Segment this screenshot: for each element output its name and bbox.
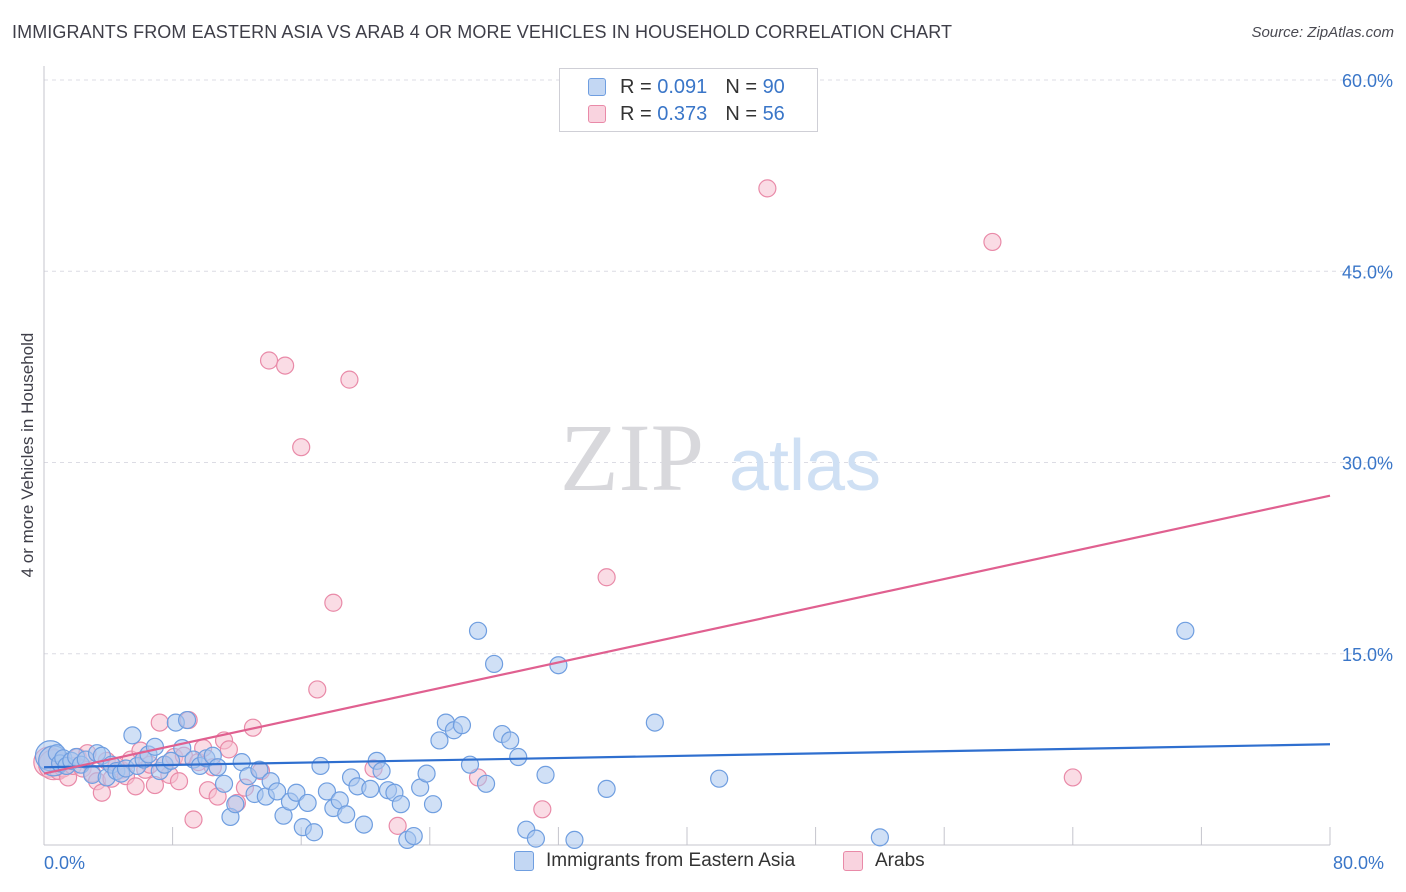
eastern-asia-point bbox=[287, 783, 306, 802]
eastern-asia-point bbox=[311, 756, 330, 776]
eastern-asia-point bbox=[485, 654, 504, 674]
legend-r-value-pink: 0.373 bbox=[657, 102, 708, 125]
stats-legend: R = 0.091 N = 90 R = 0.373 N = 56 bbox=[559, 68, 818, 132]
eastern-asia-point bbox=[645, 713, 664, 732]
eastern-asia-point bbox=[452, 716, 472, 735]
y-tick-label: 30.0% bbox=[1342, 454, 1393, 474]
arabs-point bbox=[388, 816, 407, 835]
trend-lines bbox=[43, 494, 1331, 775]
axes bbox=[43, 66, 1331, 846]
eastern-asia-point bbox=[549, 656, 568, 675]
series-legend: Immigrants from Eastern Asia Arabs bbox=[0, 850, 1406, 878]
legend-row-eastern-asia: R = 0.091 N = 90 bbox=[588, 74, 785, 100]
eastern-asia-point bbox=[145, 737, 165, 756]
y-tick-label: 15.0% bbox=[1342, 645, 1393, 665]
arabs-point bbox=[126, 777, 145, 796]
eastern-asia-point bbox=[391, 795, 410, 814]
legend-n-label: N = bbox=[725, 75, 757, 98]
series-arabs-points bbox=[33, 179, 1082, 835]
eastern-asia-point bbox=[536, 765, 555, 784]
arabs-point bbox=[219, 740, 238, 759]
legend-row-arabs: R = 0.373 N = 56 bbox=[588, 101, 785, 127]
y-tick-label: 60.0% bbox=[1342, 71, 1393, 91]
arabs-point bbox=[184, 810, 203, 829]
legend-n-label: N = bbox=[725, 102, 757, 125]
arabs-point bbox=[276, 356, 295, 375]
eastern-asia-point bbox=[423, 795, 443, 814]
y-tick-label: 45.0% bbox=[1342, 262, 1393, 282]
arabs-point bbox=[533, 800, 552, 819]
arabs-point bbox=[597, 568, 616, 587]
eastern-asia-point bbox=[267, 782, 287, 801]
eastern-asia-point bbox=[354, 815, 373, 834]
legend-n-value-blue: 90 bbox=[762, 75, 785, 98]
eastern-asia-point bbox=[123, 726, 142, 745]
arabs-point bbox=[1063, 768, 1082, 787]
eastern-asia-point bbox=[526, 829, 545, 848]
arabs-point bbox=[169, 772, 189, 791]
x-tick-label-min: 0.0% bbox=[44, 853, 86, 873]
eastern-asia-point bbox=[304, 823, 324, 842]
eastern-asia-point bbox=[177, 710, 197, 730]
eastern-asia-point bbox=[509, 747, 528, 767]
chart-title: IMMIGRANTS FROM EASTERN ASIA VS ARAB 4 O… bbox=[12, 22, 953, 42]
legend-r-value-blue: 0.091 bbox=[657, 75, 708, 98]
eastern-asia-point bbox=[468, 621, 488, 640]
eastern-asia-point bbox=[430, 731, 449, 750]
trend-line-arabs bbox=[43, 494, 1331, 775]
arabs-point bbox=[308, 680, 327, 699]
eastern-asia-point bbox=[597, 779, 616, 799]
series-eastern-asia-points bbox=[34, 621, 1195, 850]
eastern-asia-point bbox=[214, 774, 234, 793]
eastern-asia-point bbox=[226, 795, 245, 814]
eastern-asia-point bbox=[476, 774, 496, 793]
arabs-point bbox=[150, 713, 169, 732]
legend-swatch-blue bbox=[514, 851, 534, 871]
eastern-asia-point bbox=[417, 764, 436, 783]
eastern-asia-point bbox=[565, 830, 584, 850]
eastern-asia-point bbox=[298, 793, 317, 813]
arabs-point bbox=[292, 438, 311, 457]
legend-label-eastern-asia: Immigrants from Eastern Asia bbox=[546, 850, 796, 871]
eastern-asia-point bbox=[208, 758, 227, 777]
legend-swatch-blue bbox=[588, 78, 606, 96]
eastern-asia-point bbox=[710, 769, 729, 788]
arabs-point bbox=[324, 593, 343, 612]
arabs-point bbox=[259, 351, 279, 370]
eastern-asia-point bbox=[317, 782, 337, 801]
eastern-asia-point bbox=[404, 826, 423, 846]
arabs-point bbox=[340, 370, 359, 389]
eastern-asia-point bbox=[337, 805, 356, 824]
legend-r-label: R = bbox=[620, 102, 652, 125]
eastern-asia-point bbox=[1176, 621, 1195, 640]
legend-r-label: R = bbox=[620, 75, 652, 98]
arabs-point bbox=[758, 179, 777, 198]
legend-swatch-pink bbox=[588, 105, 606, 123]
eastern-asia-point bbox=[501, 731, 520, 750]
legend-n-value-pink: 56 bbox=[762, 102, 785, 125]
legend-swatch-pink bbox=[843, 851, 863, 871]
eastern-asia-point bbox=[870, 828, 890, 847]
arabs-point bbox=[983, 232, 1002, 252]
watermark-zip: ZIP bbox=[560, 404, 704, 511]
y-tick-labels: 15.0% 30.0% 45.0% 60.0% bbox=[1342, 71, 1393, 665]
eastern-asia-point bbox=[372, 761, 391, 781]
y-axis-label: 4 or more Vehicles in Household bbox=[18, 332, 37, 578]
watermark-atlas: atlas bbox=[729, 426, 881, 506]
eastern-asia-point bbox=[361, 779, 380, 799]
x-tick-label-max: 80.0% bbox=[1333, 853, 1385, 873]
legend-item-arabs[interactable]: Arabs bbox=[843, 850, 925, 872]
source-label: Source: ZipAtlas.com bbox=[1251, 24, 1394, 41]
legend-item-eastern-asia[interactable]: Immigrants from Eastern Asia bbox=[514, 850, 795, 872]
trend-line-eastern-asia bbox=[43, 743, 1331, 769]
grid-lines bbox=[44, 79, 1395, 655]
legend-label-arabs: Arabs bbox=[875, 850, 925, 871]
watermark: ZIP atlas bbox=[560, 404, 881, 511]
eastern-asia-point bbox=[250, 760, 269, 779]
